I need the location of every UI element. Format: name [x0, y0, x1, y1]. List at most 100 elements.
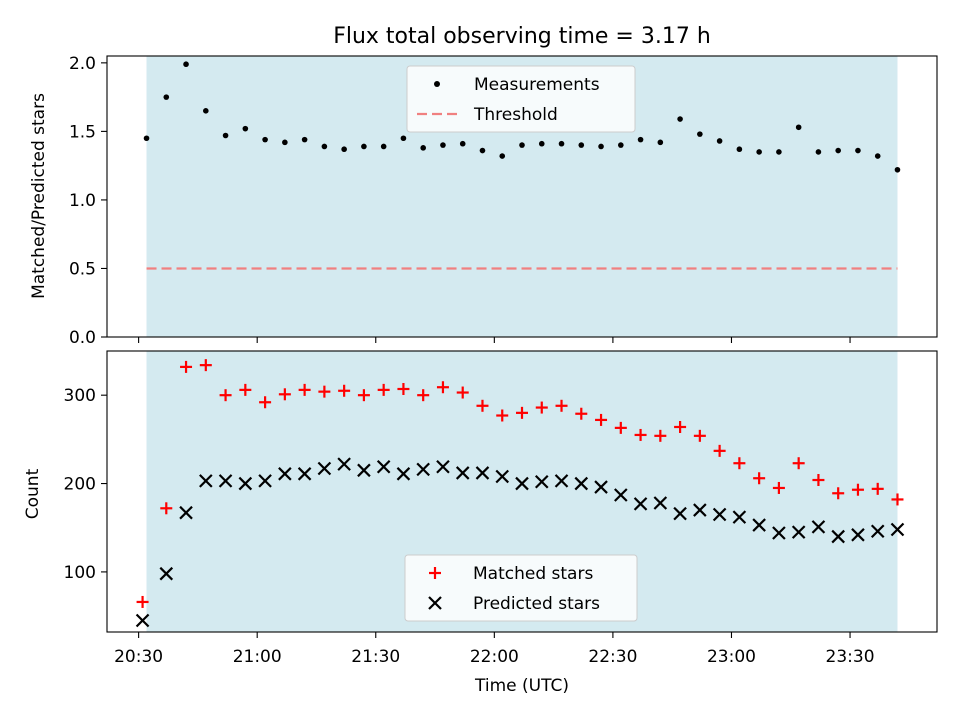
- predicted-star-point: [693, 503, 707, 517]
- top-y-axis: 0.0 0.5 1.0 1.5 2.0: [69, 54, 107, 348]
- measurement-point: [242, 125, 249, 132]
- predicted-star-point: [396, 467, 411, 481]
- predicted-star-point: [337, 457, 351, 471]
- measurement-point: [420, 145, 426, 151]
- matched-star-point: [792, 457, 805, 470]
- predicted-star-point: [772, 526, 786, 540]
- matched-star-point: [476, 399, 489, 412]
- matched-star-point: [219, 389, 232, 402]
- matched-star-point: [713, 444, 726, 457]
- measurement-point: [776, 149, 782, 155]
- bottom-axes-frame: [106, 350, 938, 633]
- measurement-point: [440, 142, 446, 148]
- predicted-star-point: [436, 459, 450, 474]
- predicted-star-point: [515, 476, 529, 491]
- matched-star-point: [871, 482, 884, 495]
- top-panel: 0.00.51.01.52.0 Matched/Predicted stars …: [29, 54, 938, 348]
- legend-matched-label: Matched stars: [473, 564, 593, 584]
- matched-star-point: [239, 383, 252, 396]
- measurement-point: [578, 142, 585, 148]
- predicted-star-point: [831, 529, 845, 544]
- predicted-star-point: [495, 469, 510, 484]
- measurement-point: [361, 143, 367, 150]
- chart-title: Flux total observing time = 3.17 h: [333, 24, 711, 49]
- top-y-axis-label: Matched/Predicted stars: [29, 93, 49, 299]
- measurement-point: [874, 153, 881, 159]
- matched-star-point: [674, 420, 687, 433]
- measurement-point: [795, 124, 802, 131]
- matched-star-point: [693, 429, 706, 442]
- predicted-star-point: [159, 566, 174, 581]
- matched-star-point: [397, 382, 410, 395]
- measurement-point: [558, 140, 565, 147]
- top-y-tick-label: 1.5: [69, 122, 96, 142]
- x-tick-label: 21:30: [351, 647, 400, 667]
- matched-star-point: [516, 406, 528, 419]
- measurement-point: [321, 143, 328, 150]
- predicted-star-point: [811, 520, 826, 534]
- predicted-star-point: [218, 474, 233, 488]
- measurement-point: [894, 166, 901, 173]
- predicted-star-point: [258, 474, 272, 488]
- count-points: [135, 359, 905, 628]
- matched-star-point: [595, 413, 608, 426]
- predicted-star-point: [179, 505, 193, 520]
- bottom-y-tick-label: 300: [64, 386, 96, 406]
- predicted-star-point: [317, 461, 332, 476]
- measurement-point: [380, 143, 387, 150]
- predicted-star-point: [653, 496, 668, 510]
- predicted-star-point: [712, 507, 727, 522]
- measurement-point: [677, 116, 683, 122]
- top-legend: Measurements Threshold: [406, 65, 636, 133]
- predicted-star-point: [278, 467, 292, 481]
- x-tick-label: 20:30: [114, 647, 163, 667]
- bottom-panel: 100 200 300 20:30 21:00 21:30 22:00 22:30 23:00…: [23, 350, 938, 696]
- measurement-point: [183, 61, 189, 68]
- matched-star-point: [357, 389, 370, 402]
- matched-star-point: [733, 457, 746, 470]
- measurement-point: [538, 140, 545, 147]
- predicted-star-point: [633, 497, 648, 511]
- measurement-point: [282, 139, 288, 146]
- measurement-point: [756, 149, 762, 155]
- x-tick-label: 23:30: [826, 647, 875, 667]
- predicted-star-point: [752, 518, 766, 532]
- measurement-point: [736, 146, 743, 153]
- bottom-y-tick-label: 200: [64, 475, 96, 495]
- matched-star-point: [417, 389, 430, 402]
- x-tick-label: 23:00: [707, 647, 756, 667]
- predicted-star-point: [475, 466, 490, 480]
- matched-star-point: [555, 399, 568, 412]
- predicted-star-point: [199, 474, 213, 488]
- measurement-point: [855, 147, 861, 154]
- matched-star-point: [456, 386, 469, 399]
- matched-star-point: [753, 472, 766, 485]
- top-y-tick-label: 2.0: [69, 54, 96, 74]
- predicted-star-point: [851, 528, 865, 542]
- bottom-x-axis: 20:30 21:00 21:30 22:00 22:30 23:00 23:30: [114, 632, 875, 667]
- predicted-star-point: [135, 613, 150, 628]
- bottom-y-axis: 100 200 300: [64, 386, 107, 583]
- matched-star-point: [160, 502, 173, 515]
- legend-threshold-label: Threshold: [473, 105, 558, 125]
- predicted-star-point: [238, 476, 253, 491]
- legend-predicted-label: Predicted stars: [473, 594, 600, 614]
- measurement-points: [143, 61, 901, 173]
- predicted-star-point: [673, 506, 687, 521]
- matched-star-point: [318, 385, 331, 398]
- predicted-star-point: [357, 463, 371, 478]
- predicted-star-point: [791, 525, 806, 539]
- matched-star-point: [278, 388, 291, 401]
- legend-measurement-marker: [434, 81, 440, 87]
- measurement-point: [598, 143, 604, 150]
- bottom-legend-box: [404, 554, 638, 622]
- predicted-star-point: [534, 475, 549, 489]
- measurement-point: [499, 153, 506, 159]
- measurement-point: [262, 136, 268, 143]
- bottom-y-axis-label: Count: [23, 468, 43, 519]
- measurement-point: [163, 94, 170, 100]
- measurement-point: [697, 131, 703, 137]
- matched-star-point: [377, 383, 390, 396]
- measurement-point: [637, 136, 644, 143]
- top-x-ticks: [138, 337, 851, 343]
